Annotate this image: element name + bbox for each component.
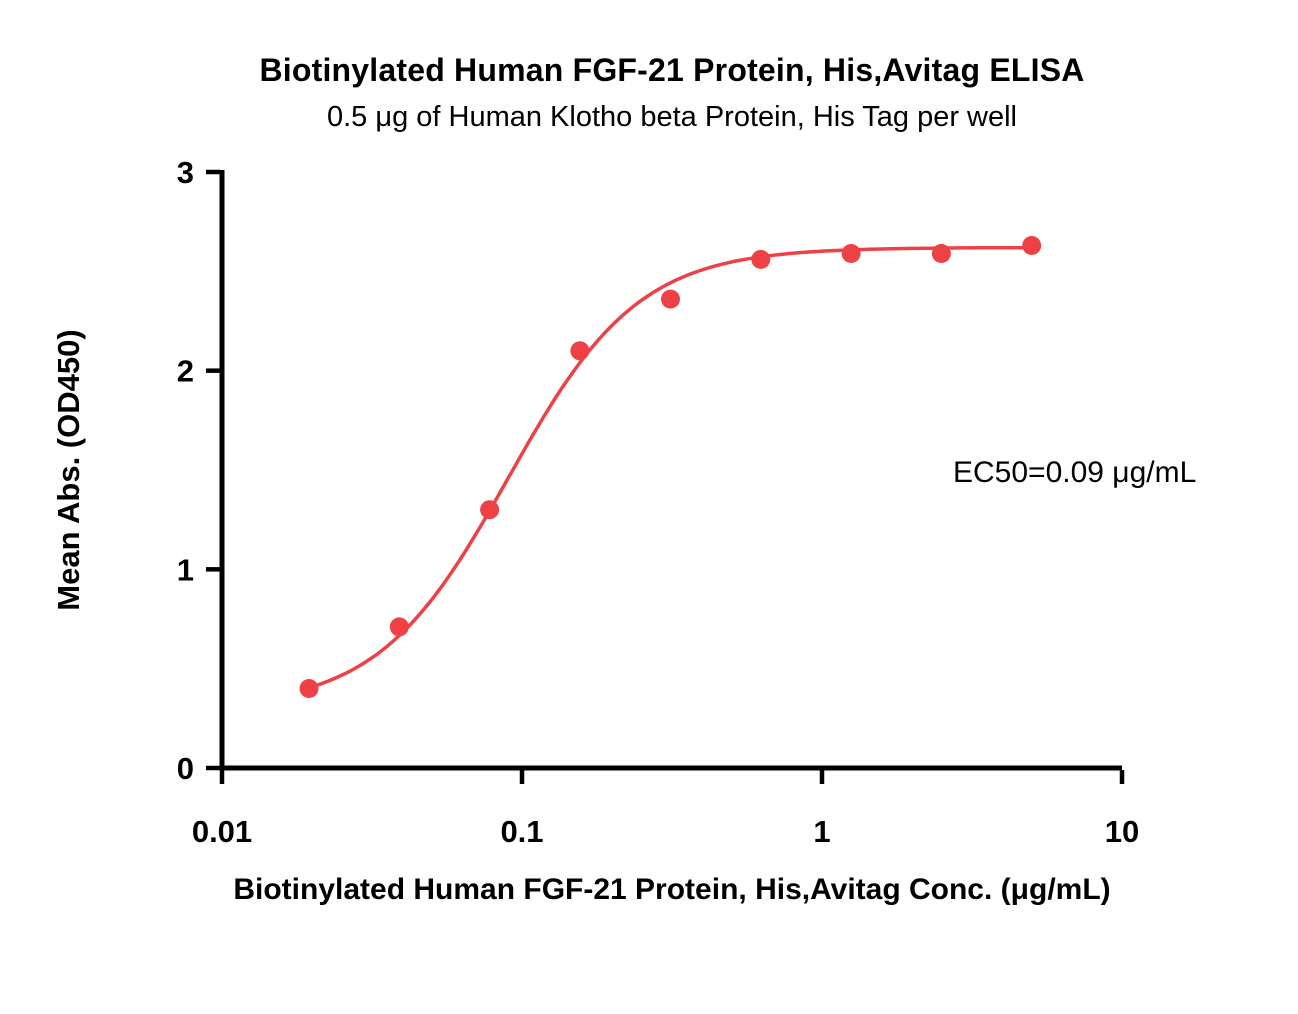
x-tick-label: 10: [1105, 814, 1139, 849]
data-point: [1022, 236, 1042, 255]
fit-curve: [307, 245, 1034, 690]
y-tick-label: 0: [177, 751, 194, 786]
axis-lines: [219, 170, 1122, 771]
x-tick-label: 0.01: [192, 814, 252, 849]
data-point: [570, 341, 590, 361]
data-point: [389, 617, 409, 637]
data-point: [841, 244, 861, 263]
x-tick-label: 1: [813, 814, 830, 849]
y-tick-label: 2: [177, 354, 194, 389]
data-point: [661, 289, 680, 309]
ec50-annotation: EC50=0.09 μg/mL: [953, 456, 1197, 489]
y-tick-label: 3: [177, 155, 194, 190]
data-point: [931, 244, 951, 263]
data-point: [299, 679, 319, 698]
data-point: [751, 249, 771, 269]
y-tick-label: 1: [177, 552, 194, 587]
data-point: [480, 500, 500, 520]
chart-title: Biotinylated Human FGF-21 Protein, His,A…: [259, 52, 1085, 88]
x-axis-label: Biotinylated Human FGF-21 Protein, His,A…: [233, 873, 1111, 906]
chart-subtitle: 0.5 μg of Human Klotho beta Protein, His…: [327, 101, 1017, 133]
x-tick-label: 0.1: [500, 814, 543, 849]
